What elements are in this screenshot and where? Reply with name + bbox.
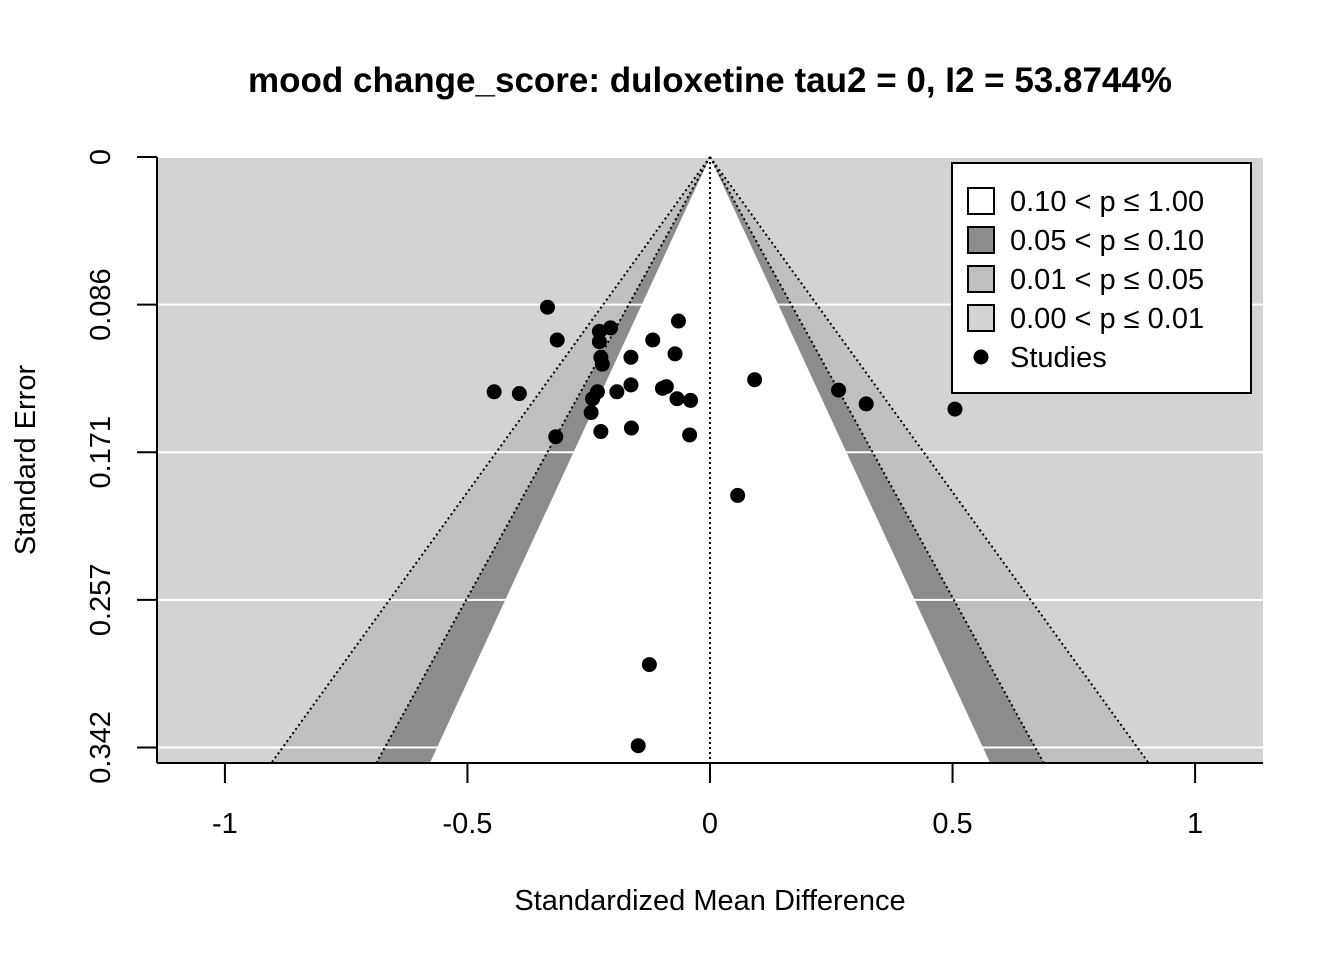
x-tick-label: -0.5 bbox=[442, 808, 492, 840]
study-point bbox=[623, 377, 639, 393]
study-point bbox=[511, 386, 527, 402]
x-tick-label: -1 bbox=[212, 808, 238, 840]
y-tick-label: 0.086 bbox=[85, 268, 117, 341]
x-axis: -1 -0.5 0 0.5 1 bbox=[157, 762, 1263, 840]
funnel-line-right-0 bbox=[709, 156, 1045, 764]
study-point bbox=[591, 323, 607, 339]
study-point bbox=[645, 332, 661, 348]
study-point bbox=[486, 384, 502, 400]
legend-swatch bbox=[967, 304, 995, 332]
study-point bbox=[549, 332, 565, 348]
study-point bbox=[539, 299, 555, 315]
study-point bbox=[548, 429, 564, 445]
study-point bbox=[641, 657, 657, 673]
legend-box bbox=[951, 162, 1252, 394]
y-tick-label: 0.342 bbox=[85, 711, 117, 784]
legend-swatch bbox=[967, 226, 995, 254]
study-point bbox=[667, 346, 683, 362]
x-tick-label: 0.5 bbox=[932, 808, 972, 840]
legend-item-label: 0.05 < p ≤ 0.10 bbox=[1010, 225, 1204, 257]
study-point bbox=[654, 380, 670, 396]
funnel-line-left-0 bbox=[375, 156, 711, 764]
study-point bbox=[669, 391, 685, 407]
y-tick-label: 0.171 bbox=[85, 416, 117, 489]
study-point bbox=[630, 738, 646, 754]
study-point bbox=[683, 392, 699, 408]
study-point bbox=[858, 396, 874, 412]
legend: 0.10 < p ≤ 1.00 0.05 < p ≤ 0.10 0.01 < p ≤… bbox=[951, 162, 1252, 394]
x-tick-label: 0 bbox=[702, 808, 718, 840]
legend-item-label: 0.00 < p ≤ 0.01 bbox=[1010, 303, 1204, 335]
study-point bbox=[593, 424, 609, 440]
study-point bbox=[623, 349, 639, 365]
y-tick-label: 0 bbox=[85, 149, 117, 165]
study-point bbox=[583, 405, 599, 421]
chart-title: mood change_score: duloxetine tau2 = 0, … bbox=[248, 61, 1172, 100]
legend-item-label: 0.10 < p ≤ 1.00 bbox=[1010, 186, 1204, 218]
study-point bbox=[591, 334, 607, 350]
study-points bbox=[486, 299, 963, 754]
study-point bbox=[730, 487, 746, 503]
legend-item-label: 0.01 < p ≤ 0.05 bbox=[1010, 264, 1204, 296]
x-tick-label: 1 bbox=[1187, 808, 1203, 840]
legend-swatch bbox=[967, 187, 995, 215]
study-point bbox=[594, 356, 610, 372]
study-point bbox=[670, 313, 686, 329]
y-axis: 0 0.086 0.171 0.257 0.342 bbox=[85, 149, 158, 784]
y-axis-label: Standard Error bbox=[10, 365, 42, 556]
study-point bbox=[623, 420, 639, 436]
study-point bbox=[609, 384, 625, 400]
study-point bbox=[831, 382, 847, 398]
funnel-lines bbox=[270, 156, 1150, 764]
legend-swatch bbox=[967, 265, 995, 293]
y-tick-label: 0.257 bbox=[85, 564, 117, 637]
contour-p-0.10 bbox=[429, 157, 991, 763]
significance-contours bbox=[271, 157, 1149, 763]
study-point bbox=[747, 372, 763, 388]
legend-studies-label: Studies bbox=[1010, 342, 1107, 374]
study-point bbox=[585, 391, 601, 407]
study-point bbox=[947, 401, 963, 417]
study-point bbox=[682, 427, 698, 443]
legend-studies-marker bbox=[973, 349, 989, 365]
x-axis-label: Standardized Mean Difference bbox=[514, 885, 905, 917]
